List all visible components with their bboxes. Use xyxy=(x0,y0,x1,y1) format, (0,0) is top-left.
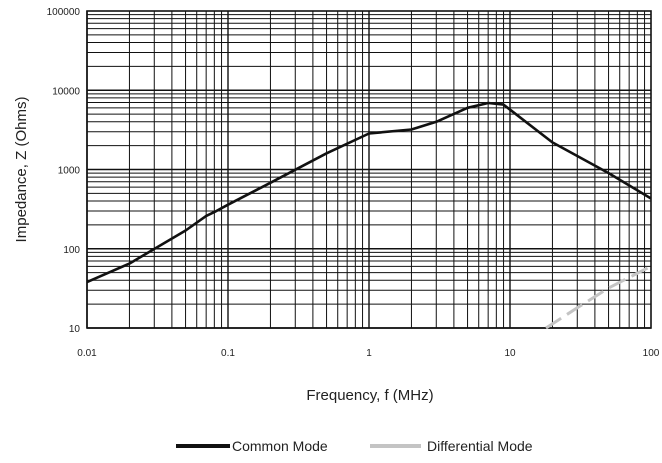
x-axis-label: Frequency, f (MHz) xyxy=(306,387,433,404)
series-line-common-mode xyxy=(86,101,652,284)
legend-label-common-mode: Common Mode xyxy=(232,438,328,454)
legend-label-differential-mode: Differential Mode xyxy=(427,438,533,454)
series-line-differential-mode xyxy=(545,264,652,330)
series-group xyxy=(86,101,652,330)
x-tick-label: 1 xyxy=(366,348,372,359)
x-tick-label: 0.01 xyxy=(77,348,97,359)
y-tick-label: 10 xyxy=(69,324,81,335)
y-tick-label: 100000 xyxy=(47,7,81,18)
tick-labels: 0.01 0.1 1 10 100 10 100 1000 10000 100000 xyxy=(47,7,660,359)
x-tick-label: 100 xyxy=(643,348,660,359)
legend: Common Mode Differential Mode xyxy=(176,438,533,454)
grid xyxy=(86,11,651,329)
plot-frame xyxy=(86,10,652,329)
x-tick-label: 0.1 xyxy=(221,348,235,359)
y-axis-label: Impedance, Z (Ohms) xyxy=(13,97,30,243)
y-tick-label: 1000 xyxy=(58,166,81,177)
y-tick-label: 10000 xyxy=(52,86,80,97)
x-tick-label: 10 xyxy=(504,348,516,359)
y-tick-label: 100 xyxy=(63,245,80,256)
